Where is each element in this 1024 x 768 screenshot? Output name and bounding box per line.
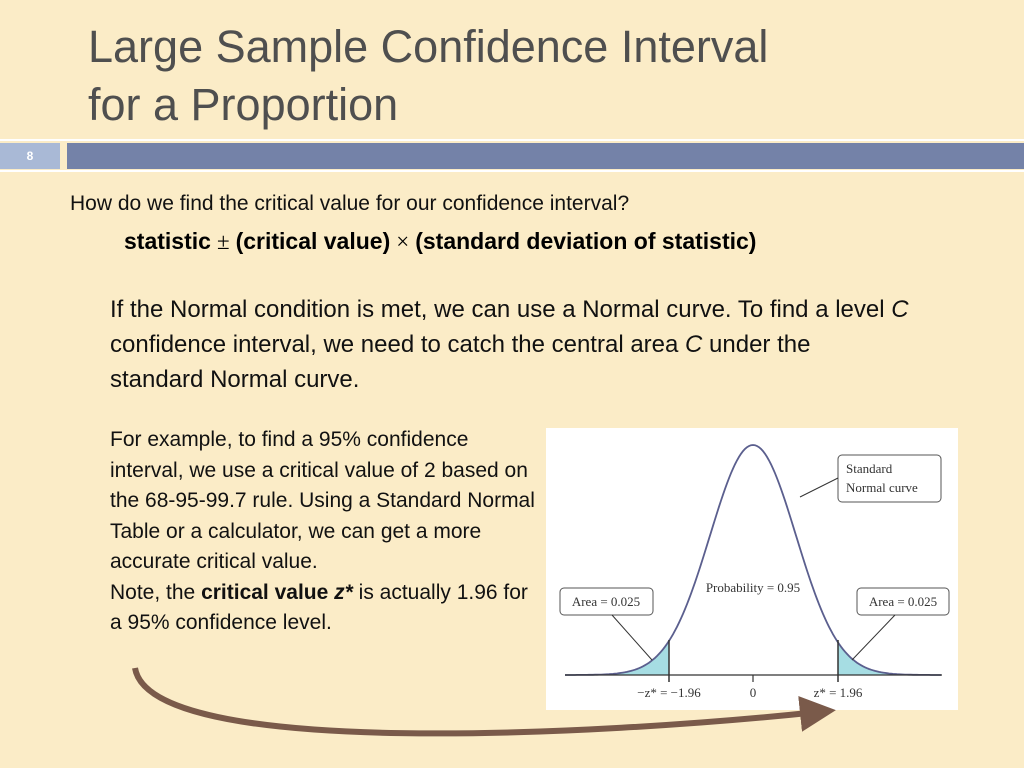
example: For example, to find a 95% confidence in…: [110, 425, 535, 639]
label-box: [856, 587, 950, 616]
text: If the Normal condition is met, we can u…: [110, 296, 892, 323]
slide-number: 8: [0, 143, 60, 169]
text: Note, the: [110, 580, 202, 604]
text: confidence interval, we need to catch th…: [110, 331, 686, 358]
formula-part: (critical value): [235, 228, 391, 254]
text: z*: [334, 580, 353, 604]
area-label: Area = 0.025: [572, 594, 640, 609]
axis-label: −z* = −1.96: [637, 685, 701, 700]
slide-title: Large Sample Confidence Interval for a P…: [88, 18, 768, 134]
text: C: [685, 331, 703, 358]
note: Note, the critical value z* is actually …: [110, 578, 535, 639]
axis-label: 0: [750, 685, 757, 700]
formula: statistic ± (critical value) × (standard dev…: [124, 228, 756, 255]
pointer: [611, 614, 653, 661]
arrow: [132, 667, 836, 737]
normal-curve: [565, 444, 941, 676]
text: is actually 1.96 for a 95% confidence le…: [110, 580, 528, 635]
divider: [0, 139, 1024, 141]
area-label: Area = 0.025: [869, 594, 937, 609]
formula-operator: ×: [396, 229, 410, 254]
divider: [0, 170, 1024, 172]
paragraph: If the Normal condition is met, we can u…: [110, 292, 910, 397]
text: C: [891, 296, 909, 323]
title-line: Large Sample Confidence Interval: [88, 21, 769, 72]
text: under the standard Normal curve.: [110, 331, 811, 393]
text: For example, to find a 95% confidence in…: [110, 428, 535, 573]
question: How do we find the critical value for ou…: [70, 192, 630, 215]
formula-part: statistic: [124, 228, 211, 254]
curve-label: Standard: [846, 461, 893, 476]
formula-part: (standard deviation of statistic): [415, 228, 757, 254]
title-line: for a Proportion: [88, 79, 399, 130]
text: critical value: [201, 580, 335, 604]
pointer: [799, 477, 839, 498]
axis-label: z* = 1.96: [814, 685, 863, 700]
pointer: [851, 614, 896, 661]
label-box: [559, 587, 654, 616]
header-bar: [67, 143, 1024, 169]
probability-label: Probability = 0.95: [706, 580, 800, 595]
curve-label: Normal curve: [846, 480, 918, 495]
formula-operator: ±: [216, 229, 230, 254]
